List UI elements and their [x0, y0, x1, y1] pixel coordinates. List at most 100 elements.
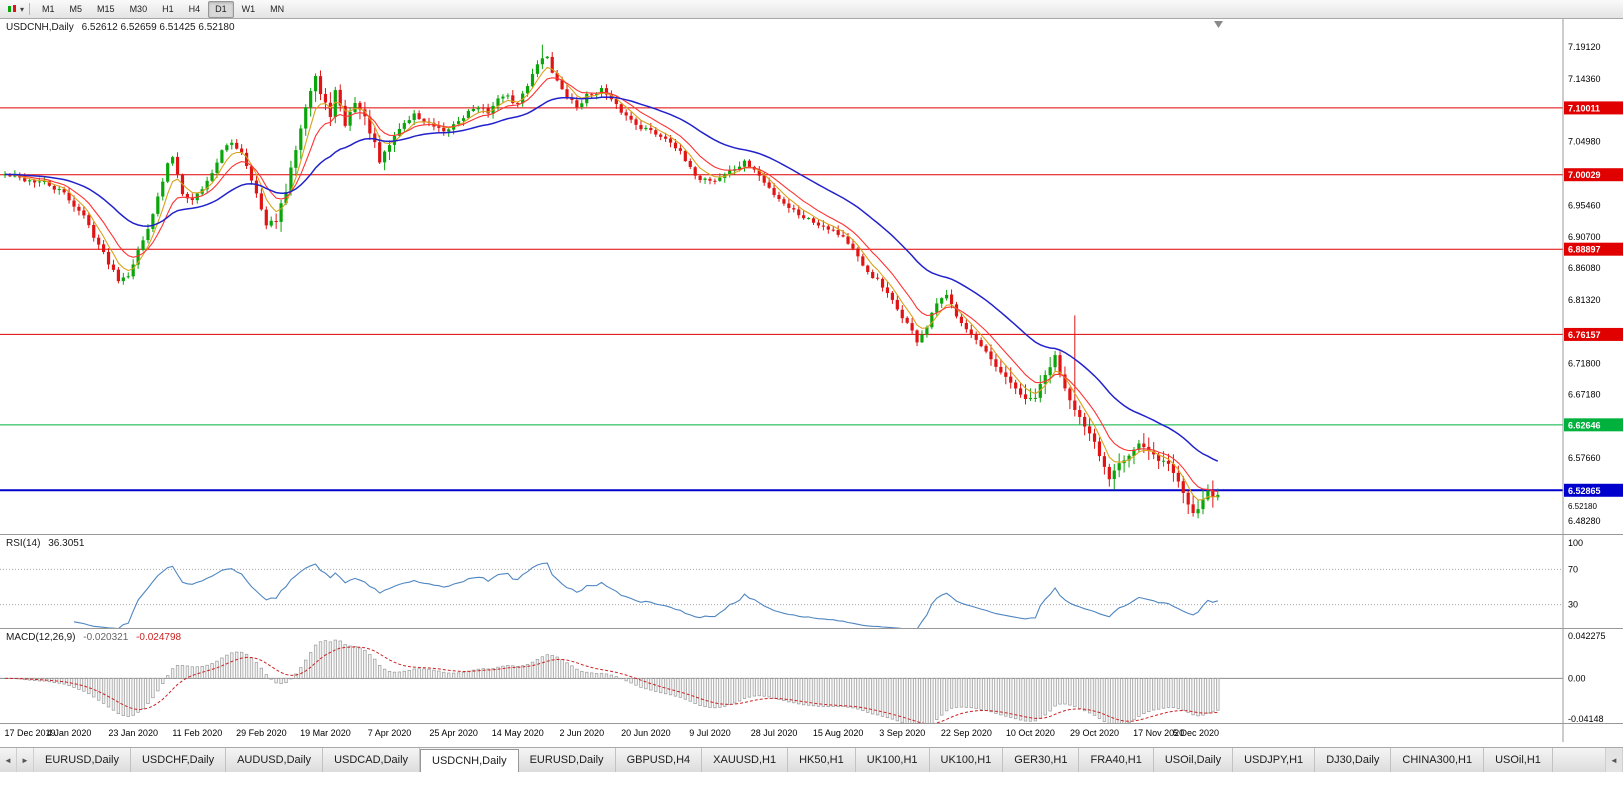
macd-chart[interactable]: 0.042275 0.00 -0.04148 [0, 629, 1623, 723]
chart-tabs-bar: ◄ ► EURUSD,Daily USDCHF,Daily AUDUSD,Daily… [0, 747, 1623, 772]
svg-text:30: 30 [1568, 600, 1578, 610]
svg-text:4 Jan 2020: 4 Jan 2020 [47, 728, 92, 738]
svg-text:11 Feb 2020: 11 Feb 2020 [172, 728, 222, 738]
svg-text:6.88897: 6.88897 [1568, 245, 1601, 255]
svg-text:6.52865: 6.52865 [1568, 486, 1601, 496]
timeframe-m30-button[interactable]: M30 [129, 3, 148, 14]
toolbar-separator [29, 3, 31, 15]
rsi-indicator-value: 36.3051 [48, 538, 85, 549]
tab-strip: EURUSD,Daily USDCHF,Daily AUDUSD,Daily USDC… [34, 748, 1623, 772]
chart-shift-marker [1214, 21, 1223, 28]
timeframe-m15-button[interactable]: M15 [97, 3, 115, 14]
chart-title: USDCNH,Daily 6.52612 6.52659 6.51425 6.5… [6, 22, 235, 33]
svg-text:29 Oct 2020: 29 Oct 2020 [1070, 728, 1119, 738]
svg-text:7 Apr 2020: 7 Apr 2020 [368, 728, 412, 738]
svg-text:6.81320: 6.81320 [1568, 295, 1601, 305]
svg-text:6.48280: 6.48280 [1568, 516, 1601, 526]
timeframe-d1-button[interactable]: D1 [208, 0, 234, 18]
chart-tab-uk100-h1[interactable]: UK100,H1 [856, 748, 930, 772]
svg-text:10 Oct 2020: 10 Oct 2020 [1006, 728, 1055, 738]
macd-panel: MACD(12,26,9) -0.020321 -0.024798 0.0422… [0, 629, 1623, 724]
svg-text:6.90700: 6.90700 [1568, 232, 1601, 242]
svg-text:6.62646: 6.62646 [1568, 420, 1601, 430]
svg-text:100: 100 [1568, 538, 1583, 548]
svg-text:6.95460: 6.95460 [1568, 200, 1601, 210]
svg-text:6.76157: 6.76157 [1568, 330, 1601, 340]
chart-tab-china300-h1[interactable]: CHINA300,H1 [1391, 748, 1485, 772]
rsi-chart[interactable]: 100 70 30 [0, 535, 1623, 628]
timeframe-m1-button[interactable]: M1 [42, 3, 55, 14]
svg-text:7.10011: 7.10011 [1568, 103, 1600, 113]
rsi-indicator-name: RSI(14) [6, 538, 41, 549]
svg-text:25 Apr 2020: 25 Apr 2020 [429, 728, 478, 738]
chart-tab-hk50-h1[interactable]: HK50,H1 [788, 748, 856, 772]
svg-text:6.67180: 6.67180 [1568, 389, 1601, 399]
svg-text:29 Feb 2020: 29 Feb 2020 [236, 728, 287, 738]
timeframe-h1-button[interactable]: H1 [162, 3, 174, 14]
svg-text:7.04980: 7.04980 [1568, 137, 1601, 147]
timeframe-w1-button[interactable]: W1 [241, 3, 256, 14]
macd-histogram [18, 639, 1220, 723]
timeframe-h4-button[interactable]: H4 [188, 3, 201, 14]
rsi-line [73, 562, 1218, 628]
chart-symbol-period: USDCNH,Daily [6, 22, 74, 33]
svg-text:70: 70 [1568, 564, 1578, 574]
rsi-label: RSI(14) 36.3051 [6, 538, 84, 549]
candles [3, 44, 1220, 519]
chart-tab-gbpusd-h4[interactable]: GBPUSD,H4 [616, 748, 703, 772]
svg-text:20 Jun 2020: 20 Jun 2020 [621, 728, 671, 738]
svg-text:7.00029: 7.00029 [1568, 170, 1601, 180]
svg-text:3 Sep 2020: 3 Sep 2020 [879, 728, 925, 738]
svg-text:22 Sep 2020: 22 Sep 2020 [941, 728, 992, 738]
chart-tab-eurusd-daily[interactable]: EURUSD,Daily [34, 748, 131, 772]
svg-text:23 Jan 2020: 23 Jan 2020 [108, 728, 158, 738]
macd-signal-value: -0.024798 [136, 632, 182, 643]
chart-tab-xauusd-h1[interactable]: XAUUSD,H1 [702, 748, 789, 772]
chart-tab-usoil-daily[interactable]: USOil,Daily [1154, 748, 1234, 772]
chart-tab-usoil-h1[interactable]: USOil,H1 [1484, 748, 1553, 772]
price-chart[interactable]: 7.19120 7.14360 7.04980 6.95460 6.90700 6.860… [0, 19, 1623, 534]
svg-text:17 Nov 2020: 17 Nov 2020 [1133, 728, 1184, 738]
macd-signal-line [5, 646, 1218, 723]
timeframe-m5-button[interactable]: M5 [69, 3, 83, 14]
chart-type-caret-icon[interactable]: ▾ [20, 4, 25, 14]
timeframe-toolbar: ▾ M1 M5 M15 M30 H1 H4 D1 W1 MN [0, 0, 1623, 19]
chart-tab-fra40-h1[interactable]: FRA40,H1 [1079, 748, 1154, 772]
chart-tab-usdchf-daily[interactable]: USDCHF,Daily [131, 748, 227, 772]
macd-main-value: -0.020321 [83, 632, 129, 643]
tabs-overflow-button[interactable]: ◄ [1605, 748, 1623, 772]
chart-tab-usdcnh-daily[interactable]: USDCNH,Daily [420, 749, 519, 772]
svg-text:9 Jul 2020: 9 Jul 2020 [689, 728, 731, 738]
ma-5-line [4, 66, 1218, 501]
svg-text:5 Dec 2020: 5 Dec 2020 [1173, 728, 1219, 738]
timeframe-buttons-group: M1 M5 M15 M30 H1 H4 D1 W1 MN [35, 0, 291, 18]
chart-type-icon[interactable] [4, 3, 20, 15]
chart-tab-usdjpy-h1[interactable]: USDJPY,H1 [1233, 748, 1316, 772]
chart-tab-ger30-h1[interactable]: GER30,H1 [1003, 748, 1080, 772]
svg-text:6.57660: 6.57660 [1568, 453, 1601, 463]
svg-text:7.14360: 7.14360 [1568, 74, 1601, 84]
ma-10-line [4, 77, 1218, 493]
ma-30-line [4, 96, 1219, 462]
horizontal-levels [0, 107, 1563, 492]
tabs-scroll-right-button[interactable]: ► [17, 748, 34, 772]
macd-label: MACD(12,26,9) -0.020321 -0.024798 [6, 632, 181, 643]
chart-tab-dj30-daily[interactable]: DJ30,Daily [1315, 748, 1392, 772]
chart-ohlc-values: 6.52612 6.52659 6.51425 6.52180 [81, 22, 235, 33]
chart-tab-uk100-h1[interactable]: UK100,H1 [930, 748, 1004, 772]
svg-text:6.71800: 6.71800 [1568, 359, 1601, 369]
svg-text:6.86080: 6.86080 [1568, 263, 1601, 273]
svg-text:19 Mar 2020: 19 Mar 2020 [300, 728, 351, 738]
rsi-panel: RSI(14) 36.3051 100 70 30 [0, 535, 1623, 629]
chart-tab-audusd-daily[interactable]: AUDUSD,Daily [226, 748, 324, 772]
timeframe-mn-button[interactable]: MN [270, 3, 285, 14]
svg-text:6.52180: 6.52180 [1568, 502, 1597, 511]
svg-text:17 Dec 2019: 17 Dec 2019 [4, 728, 55, 738]
svg-text:7.19120: 7.19120 [1568, 42, 1601, 52]
svg-text:28 Jul 2020: 28 Jul 2020 [751, 728, 798, 738]
chart-tab-usdcad-daily[interactable]: USDCAD,Daily [323, 748, 421, 772]
chart-tab-eurusd-daily[interactable]: EURUSD,Daily [519, 748, 616, 772]
price-axis: 7.19120 7.14360 7.04980 6.95460 6.90700 6.860… [1564, 42, 1623, 526]
tabs-scroll-left-button[interactable]: ◄ [0, 748, 17, 772]
